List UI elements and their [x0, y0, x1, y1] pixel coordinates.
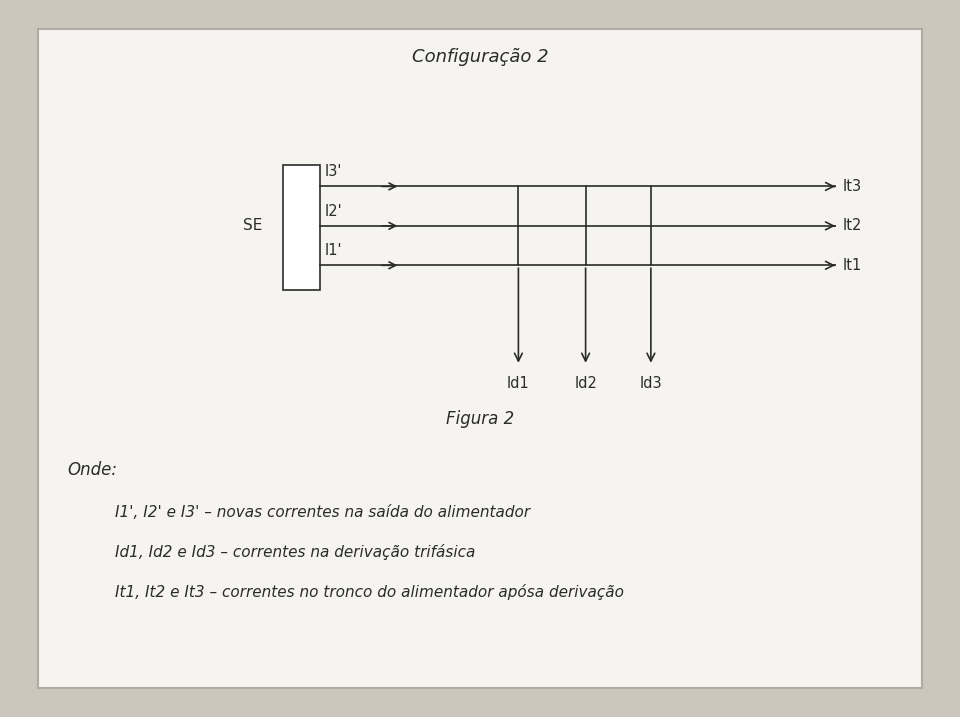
Bar — [283, 165, 320, 290]
Text: SE: SE — [243, 219, 262, 233]
Text: Configuração 2: Configuração 2 — [412, 48, 548, 67]
Text: Id3: Id3 — [639, 376, 662, 391]
Text: Id1, Id2 e Id3 – correntes na derivação trifásica: Id1, Id2 e Id3 – correntes na derivação … — [115, 544, 475, 560]
Text: Onde:: Onde: — [67, 460, 117, 479]
Text: Figura 2: Figura 2 — [445, 410, 515, 429]
Text: I1': I1' — [324, 243, 342, 258]
Text: I1', I2' e I3' – novas correntes na saída do alimentador: I1', I2' e I3' – novas correntes na saíd… — [115, 505, 530, 520]
Text: It1: It1 — [843, 258, 862, 272]
Text: It1, It2 e It3 – correntes no tronco do alimentador apósa derivação: It1, It2 e It3 – correntes no tronco do … — [115, 584, 624, 599]
Text: It3: It3 — [843, 179, 862, 194]
Text: It2: It2 — [843, 219, 862, 233]
Text: I3': I3' — [324, 164, 342, 179]
Text: I2': I2' — [324, 204, 342, 219]
Text: Id2: Id2 — [574, 376, 597, 391]
Text: Id1: Id1 — [507, 376, 530, 391]
